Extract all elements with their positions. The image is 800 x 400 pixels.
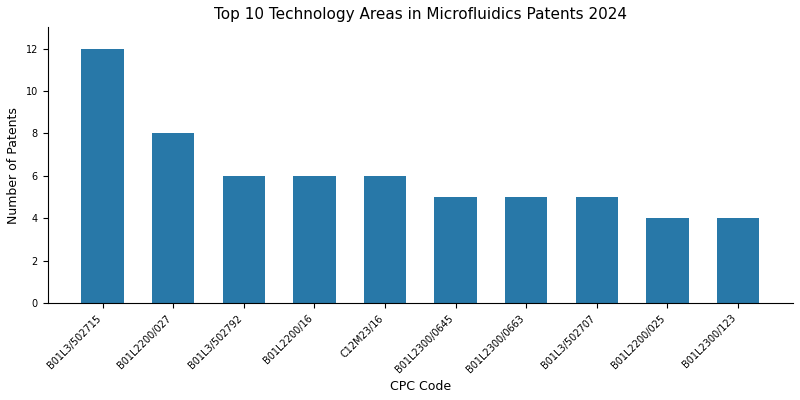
X-axis label: CPC Code: CPC Code	[390, 380, 451, 393]
Bar	[152, 134, 194, 303]
Y-axis label: Number of Patents: Number of Patents	[7, 107, 20, 224]
Bar	[576, 197, 618, 303]
Bar	[646, 218, 689, 303]
Bar	[294, 176, 336, 303]
Bar	[717, 218, 759, 303]
Bar	[364, 176, 406, 303]
Bar	[222, 176, 265, 303]
Bar	[82, 48, 124, 303]
Title: Top 10 Technology Areas in Microfluidics Patents 2024: Top 10 Technology Areas in Microfluidics…	[214, 7, 627, 22]
Bar	[434, 197, 477, 303]
Bar	[505, 197, 547, 303]
